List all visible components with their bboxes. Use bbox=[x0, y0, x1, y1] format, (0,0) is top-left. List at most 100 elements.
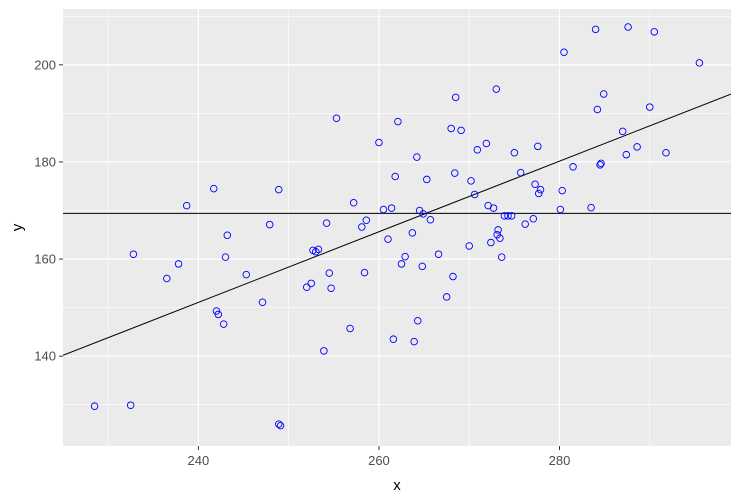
data-point bbox=[163, 274, 171, 283]
data-point bbox=[451, 169, 459, 177]
grid-minor bbox=[63, 9, 731, 446]
data-point bbox=[599, 90, 608, 98]
data-point bbox=[497, 253, 506, 261]
data-point bbox=[510, 148, 519, 157]
data-point bbox=[521, 220, 529, 228]
data-point bbox=[274, 420, 283, 428]
data-point bbox=[473, 146, 482, 154]
data-point bbox=[401, 252, 409, 261]
data-point bbox=[496, 234, 504, 242]
data-point bbox=[320, 347, 328, 355]
data-point bbox=[346, 324, 354, 333]
data-points bbox=[90, 23, 704, 430]
data-point bbox=[419, 210, 427, 218]
data-point bbox=[410, 337, 418, 346]
data-point bbox=[489, 204, 498, 212]
data-point bbox=[219, 320, 228, 328]
y-tick-label: 160 bbox=[34, 252, 56, 267]
data-point bbox=[536, 185, 545, 194]
data-point bbox=[662, 148, 670, 157]
data-point bbox=[482, 139, 491, 148]
x-axis-title: x bbox=[393, 477, 401, 494]
data-point bbox=[597, 159, 605, 168]
data-point bbox=[307, 279, 315, 288]
data-point bbox=[418, 262, 427, 271]
data-point bbox=[223, 231, 232, 240]
data-point bbox=[646, 103, 654, 111]
data-point bbox=[457, 126, 465, 135]
data-point bbox=[504, 212, 512, 220]
data-point bbox=[426, 215, 435, 224]
data-point bbox=[591, 25, 600, 34]
data-point bbox=[384, 235, 392, 243]
data-point bbox=[265, 220, 274, 229]
data-point bbox=[558, 186, 566, 195]
data-point bbox=[174, 260, 183, 268]
data-point bbox=[569, 163, 577, 171]
data-point bbox=[274, 185, 283, 194]
data-point bbox=[695, 59, 704, 67]
data-point bbox=[447, 124, 455, 133]
y-tick-label: 200 bbox=[34, 57, 56, 72]
data-point bbox=[214, 310, 223, 319]
data-point bbox=[379, 205, 388, 214]
data-point bbox=[302, 283, 311, 291]
data-point bbox=[129, 250, 138, 258]
data-point bbox=[210, 184, 218, 193]
data-point bbox=[413, 153, 421, 161]
x-tick-label: 260 bbox=[368, 453, 390, 468]
data-point bbox=[375, 138, 383, 147]
data-point bbox=[492, 85, 501, 93]
data-point bbox=[408, 229, 417, 237]
data-point bbox=[534, 189, 543, 198]
data-point bbox=[624, 23, 632, 31]
data-point bbox=[494, 226, 502, 234]
x-tick-label: 240 bbox=[188, 453, 210, 468]
data-point bbox=[414, 316, 422, 325]
data-point bbox=[221, 253, 230, 261]
data-point bbox=[349, 198, 358, 207]
data-point bbox=[487, 238, 495, 247]
reference-lines bbox=[63, 93, 731, 356]
data-point bbox=[507, 212, 516, 220]
data-point bbox=[182, 201, 191, 210]
grid-major bbox=[63, 9, 731, 446]
data-point bbox=[314, 245, 323, 254]
data-point bbox=[276, 421, 285, 430]
data-point bbox=[258, 298, 267, 307]
data-point bbox=[358, 223, 366, 231]
data-point bbox=[467, 177, 475, 185]
data-point bbox=[434, 250, 443, 258]
panel-background bbox=[63, 9, 731, 446]
data-point bbox=[325, 269, 334, 277]
y-axis-title: y bbox=[9, 223, 26, 231]
data-point bbox=[556, 205, 565, 214]
data-point bbox=[360, 268, 369, 277]
data-point bbox=[622, 150, 631, 159]
data-point bbox=[391, 172, 399, 181]
regression-line bbox=[63, 93, 731, 356]
data-point bbox=[442, 293, 451, 301]
data-point bbox=[618, 127, 627, 136]
data-point bbox=[465, 242, 473, 250]
data-point bbox=[312, 248, 320, 256]
data-point bbox=[650, 28, 659, 36]
data-point bbox=[531, 180, 539, 189]
data-point bbox=[332, 114, 341, 122]
data-point bbox=[327, 284, 335, 292]
data-point bbox=[587, 203, 595, 212]
data-point bbox=[389, 335, 398, 343]
data-point bbox=[322, 219, 331, 227]
data-point bbox=[242, 270, 250, 279]
data-point bbox=[362, 216, 371, 224]
y-axis-ticks: 140 160 180 200 bbox=[34, 57, 63, 364]
data-point bbox=[470, 190, 479, 199]
data-point bbox=[451, 93, 460, 102]
data-point bbox=[90, 402, 99, 410]
data-point bbox=[534, 142, 542, 151]
x-tick-label: 280 bbox=[549, 453, 571, 468]
data-point bbox=[596, 161, 604, 169]
y-tick-label: 140 bbox=[34, 349, 56, 364]
